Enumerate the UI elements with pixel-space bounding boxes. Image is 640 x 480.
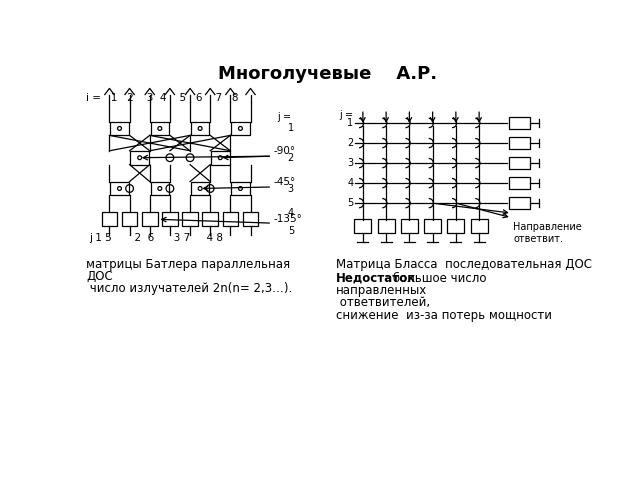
Bar (191, 181, 209, 195)
Bar (509, 117, 529, 129)
Text: 4: 4 (348, 178, 353, 188)
Text: j 1 5       2  6      3 7     4 8: j 1 5 2 6 3 7 4 8 (90, 233, 223, 243)
Bar (378, 219, 395, 233)
Bar (122, 212, 138, 226)
Bar (355, 219, 371, 233)
Bar (470, 219, 488, 233)
Text: Направление
ответвит.: Направление ответвит. (513, 222, 582, 244)
Text: 3: 3 (288, 183, 294, 193)
Bar (191, 121, 209, 135)
Text: ДОС: ДОС (86, 270, 113, 283)
Bar (162, 212, 178, 226)
Text: Недостаток: Недостаток (336, 272, 416, 285)
Bar (509, 157, 529, 169)
Text: 2: 2 (288, 153, 294, 163)
Bar (509, 197, 529, 209)
Bar (131, 151, 149, 165)
Bar (231, 181, 250, 195)
Text: снижение  из-за потерь мощности: снижение из-за потерь мощности (336, 309, 552, 322)
Bar (401, 219, 418, 233)
Text: -135°: -135° (274, 214, 303, 224)
Text: j =: j = (340, 110, 354, 120)
Bar (231, 121, 250, 135)
Bar (447, 219, 465, 233)
Bar (211, 151, 230, 165)
Text: 4: 4 (288, 208, 294, 218)
Text: число излучателей 2n(n= 2,3…).: число излучателей 2n(n= 2,3…). (86, 282, 292, 295)
Text: Многолучевые    А.Р.: Многолучевые А.Р. (218, 64, 438, 83)
Text: 3: 3 (348, 158, 353, 168)
Text: -45°: -45° (274, 177, 296, 187)
Bar (142, 212, 157, 226)
Bar (243, 212, 259, 226)
Bar (509, 177, 529, 189)
Bar (424, 219, 441, 233)
Bar (110, 121, 129, 135)
Text: 1: 1 (348, 118, 353, 128)
Bar (110, 181, 129, 195)
Text: 1: 1 (288, 123, 294, 133)
Bar (223, 212, 238, 226)
Text: направленных: направленных (336, 284, 427, 297)
Bar (202, 212, 218, 226)
Text: 5: 5 (288, 226, 294, 236)
Text: Матрица Бласса  последовательная ДОС: Матрица Бласса последовательная ДОС (336, 258, 592, 271)
Text: j =: j = (277, 112, 291, 122)
Bar (509, 137, 529, 149)
Text: : большое число: : большое число (385, 272, 486, 285)
Text: 5: 5 (348, 198, 354, 208)
Text: 2: 2 (348, 138, 354, 148)
Bar (150, 181, 169, 195)
Text: i =   1   2    3  4    5   6    7   8: i = 1 2 3 4 5 6 7 8 (86, 93, 239, 103)
Text: ответвителей,: ответвителей, (336, 296, 430, 309)
Text: -90°: -90° (274, 146, 296, 156)
Bar (150, 121, 169, 135)
Bar (102, 212, 117, 226)
Bar (182, 212, 198, 226)
Text: матрицы Батлера параллельная: матрицы Батлера параллельная (86, 258, 291, 271)
